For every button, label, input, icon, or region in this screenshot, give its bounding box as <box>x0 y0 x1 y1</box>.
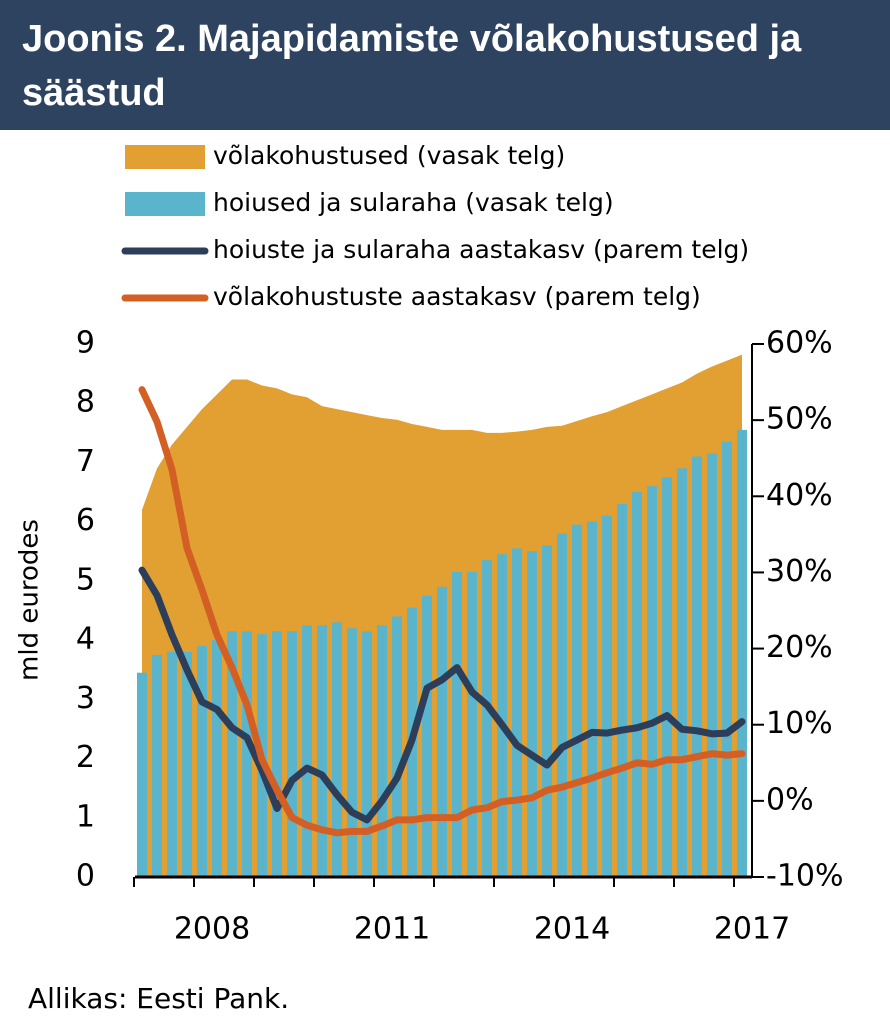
bar <box>302 625 312 877</box>
bar <box>227 631 237 877</box>
y-tick-label: 0 <box>76 859 95 894</box>
legend-label: võlakohustused (vasak telg) <box>213 141 565 170</box>
bar <box>317 625 327 877</box>
line <box>138 566 746 824</box>
bar <box>527 551 537 877</box>
bar <box>137 672 147 877</box>
y-tick-label: 7 <box>76 444 95 479</box>
y-tick-label: 9 <box>76 326 95 361</box>
y-axis-label: mld eurodes <box>15 519 45 681</box>
bar <box>602 515 612 877</box>
bar <box>392 616 402 877</box>
header-bar <box>0 0 890 130</box>
y2-tick-label: 0% <box>766 782 814 817</box>
bar <box>347 628 357 877</box>
bar <box>662 477 672 877</box>
bar <box>557 533 567 877</box>
line <box>138 386 746 837</box>
legend-label: hoiuste ja sularaha aastakasv (parem tel… <box>213 235 749 264</box>
legend-label: hoiused ja sularaha (vasak telg) <box>213 188 614 217</box>
bar <box>332 622 342 877</box>
y2-tick-label: 10% <box>766 706 833 741</box>
bar <box>167 651 177 877</box>
legend-swatch <box>125 145 205 169</box>
bar <box>452 572 462 877</box>
bar <box>512 548 522 877</box>
bar <box>707 453 717 877</box>
bar <box>647 486 657 877</box>
x-tick-label: 2014 <box>534 912 610 947</box>
y-tick-label: 4 <box>76 622 95 657</box>
x-tick-label: 2011 <box>354 912 430 947</box>
bar <box>467 572 477 877</box>
y-tick-label: 8 <box>76 385 95 420</box>
y2-tick-label: -10% <box>766 859 844 894</box>
bar <box>197 646 207 877</box>
legend-swatch <box>125 192 205 216</box>
bar <box>437 586 447 877</box>
y-tick-label: 1 <box>76 799 95 834</box>
chart-title: Joonis 2. Majapidamiste võlakohustused j… <box>22 18 802 114</box>
legend-label: võlakohustuste aastakasv (parem telg) <box>213 282 701 311</box>
x-tick-label: 2017 <box>714 912 790 947</box>
y-tick-label: 6 <box>76 503 95 538</box>
bar <box>242 631 252 877</box>
y-tick-label: 3 <box>76 681 95 716</box>
bar <box>737 429 747 877</box>
bar <box>182 651 192 877</box>
bar <box>377 625 387 877</box>
bar <box>497 554 507 877</box>
bar <box>587 521 597 877</box>
bar <box>362 631 372 877</box>
x-tick-label: 2008 <box>174 912 250 947</box>
bar <box>722 441 732 877</box>
bar <box>542 545 552 877</box>
y2-tick-label: 20% <box>766 630 833 665</box>
bar <box>152 654 162 877</box>
source: Allikas: Eesti Pank. <box>28 982 289 1015</box>
bar <box>572 524 582 877</box>
bar <box>677 468 687 877</box>
bar <box>632 492 642 877</box>
bar <box>692 456 702 877</box>
y2-tick-label: 30% <box>766 554 833 589</box>
y2-tick-label: 50% <box>766 402 833 437</box>
bar <box>212 640 222 877</box>
bar <box>617 503 627 877</box>
bar <box>272 631 282 877</box>
bar <box>482 560 492 877</box>
bar <box>422 595 432 877</box>
bar <box>287 631 297 877</box>
y2-tick-label: 60% <box>766 326 833 361</box>
y-tick-label: 5 <box>76 562 95 597</box>
y2-tick-label: 40% <box>766 478 833 513</box>
y-tick-label: 2 <box>76 740 95 775</box>
